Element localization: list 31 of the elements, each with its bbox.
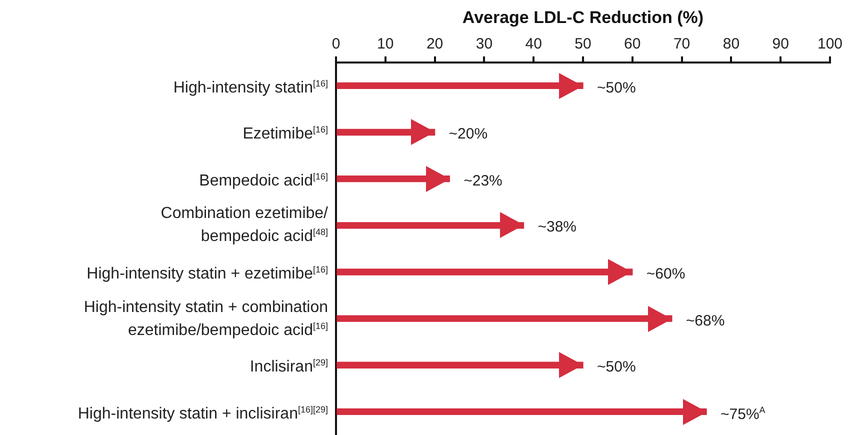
x-tick-label: 90 xyxy=(772,36,789,53)
y-tick-label: Bempedoic acid$^{[16]}$ xyxy=(199,170,328,190)
x-tick-label: 80 xyxy=(722,36,740,53)
y-tick-label: Combination ezetimibe/ bempedoic acid$^{[48]}$ xyxy=(160,204,328,247)
data-label: ~60% xyxy=(646,265,686,282)
x-tick-label: 50 xyxy=(574,36,592,53)
x-tick-label: 100 xyxy=(817,36,843,53)
bar xyxy=(336,268,633,276)
x-tick-label: 10 xyxy=(377,36,394,53)
x-tick-label: 60 xyxy=(624,36,641,53)
y-tick-label: High-intensity statin + ezetimibe$^{[16]}$ xyxy=(86,263,328,284)
data-label: ~23% xyxy=(464,172,502,190)
y-tick-label: Ezetimibe$^{[16]}$ xyxy=(242,124,328,144)
y-tick-label: Inclisiran$^{[29]}$ xyxy=(250,356,328,377)
x-tick-label: 70 xyxy=(673,36,690,53)
y-tick-label: High-intensity statin$^{[16]}$ xyxy=(173,77,328,98)
x-tick-label: 30 xyxy=(476,36,493,53)
data-label: ~50% xyxy=(597,79,636,96)
data-label: ~38% xyxy=(538,218,577,236)
x-tick-label: 20 xyxy=(426,36,444,53)
x-tick-label: 0 xyxy=(332,36,340,53)
data-label: ~50% xyxy=(597,358,636,376)
y-tick-label: High-intensity statin + inclisiran$^{[16][29]}$ xyxy=(78,403,328,424)
x-axis-title: Average LDL-C Reduction (%) xyxy=(462,8,704,27)
y-tick-label: High-intensity statin + combination ezetimibe/bempedoic acid$^{[16]}$ xyxy=(84,297,328,340)
bar xyxy=(336,408,707,416)
x-tick-label: 40 xyxy=(525,36,542,53)
data-label: ~20% xyxy=(448,126,488,143)
data-label: ~68% xyxy=(686,312,725,330)
bar xyxy=(336,315,672,322)
data-label: ~75%$^{A}$ xyxy=(720,404,766,423)
